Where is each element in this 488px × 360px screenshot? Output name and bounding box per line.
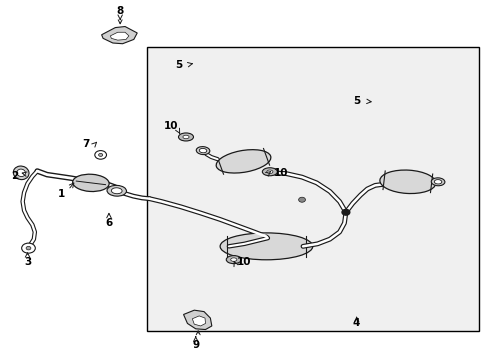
Ellipse shape bbox=[13, 166, 29, 180]
Ellipse shape bbox=[430, 178, 444, 186]
Text: 10: 10 bbox=[237, 257, 251, 267]
Ellipse shape bbox=[226, 256, 241, 264]
Circle shape bbox=[341, 210, 349, 215]
Text: 2: 2 bbox=[11, 171, 18, 181]
Ellipse shape bbox=[196, 147, 209, 154]
Ellipse shape bbox=[178, 133, 193, 141]
Circle shape bbox=[99, 153, 102, 156]
Ellipse shape bbox=[199, 148, 206, 153]
Ellipse shape bbox=[262, 168, 277, 176]
Ellipse shape bbox=[73, 174, 109, 192]
Ellipse shape bbox=[183, 135, 189, 139]
Ellipse shape bbox=[433, 180, 441, 184]
Text: 5: 5 bbox=[175, 60, 182, 70]
Text: 7: 7 bbox=[82, 139, 89, 149]
Bar bbox=[147, 47, 478, 330]
Polygon shape bbox=[183, 310, 211, 329]
Text: 3: 3 bbox=[24, 257, 31, 267]
Text: 9: 9 bbox=[192, 340, 199, 350]
Text: 10: 10 bbox=[164, 121, 178, 131]
Ellipse shape bbox=[111, 188, 122, 194]
Ellipse shape bbox=[379, 170, 435, 194]
Ellipse shape bbox=[220, 233, 312, 260]
Circle shape bbox=[95, 150, 106, 159]
Polygon shape bbox=[102, 27, 137, 44]
Circle shape bbox=[26, 246, 31, 250]
Ellipse shape bbox=[107, 185, 126, 196]
Text: 4: 4 bbox=[352, 319, 360, 328]
Text: 10: 10 bbox=[273, 168, 288, 178]
Ellipse shape bbox=[266, 170, 272, 174]
Ellipse shape bbox=[230, 258, 236, 261]
Ellipse shape bbox=[17, 169, 25, 176]
Polygon shape bbox=[110, 32, 129, 40]
Circle shape bbox=[21, 243, 35, 253]
Polygon shape bbox=[192, 316, 205, 326]
Text: 8: 8 bbox=[116, 6, 123, 17]
Circle shape bbox=[298, 197, 305, 202]
Ellipse shape bbox=[216, 150, 270, 173]
Text: 1: 1 bbox=[58, 189, 65, 199]
Text: 6: 6 bbox=[105, 218, 112, 228]
Text: 5: 5 bbox=[352, 96, 360, 106]
